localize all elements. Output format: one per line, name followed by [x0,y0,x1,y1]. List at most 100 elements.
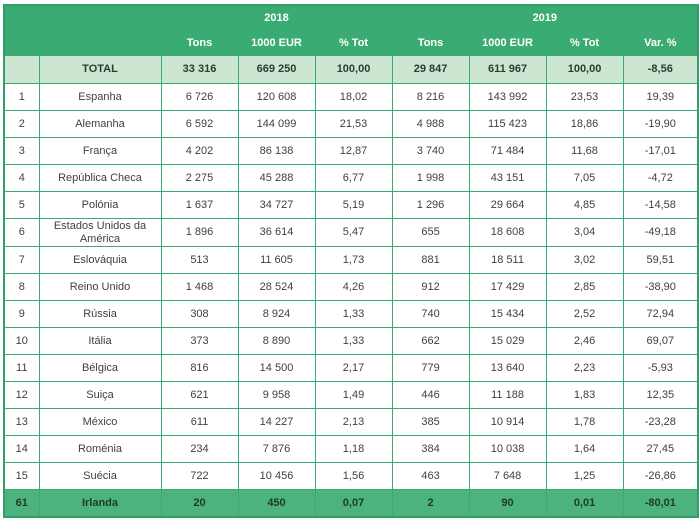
value-cell: 11 188 [468,381,547,410]
value-cell: 144 099 [237,110,316,138]
value-cell: 10 038 [468,435,547,464]
country-cell: Bélgica [38,354,162,383]
pct-2019-column-header: % Tot [545,30,624,56]
rank-cell [3,55,40,84]
value-cell: 655 [391,217,470,248]
rank-cell: 7 [3,246,40,275]
value-cell: 20 [160,489,239,518]
rank-cell: 4 [3,164,40,192]
country-cell: Suécia [38,462,162,491]
country-cell: França [38,137,162,165]
value-cell: 385 [391,408,470,437]
value-cell: 10 914 [468,408,547,437]
value-cell: 2,17 [314,354,393,383]
value-cell: 13 640 [468,354,547,383]
var-pct-column-header: Var. % [622,30,699,56]
table-row: 5 Polónia 1 637 34 727 5,19 1 296 29 664 4,85 -1… [3,191,699,219]
value-cell: 881 [391,246,470,275]
value-cell: 7 876 [237,435,316,464]
country-export-table: 2018 2019 Tons 1000 EUR % Tot Tons 1000 … [3,4,700,519]
rank-header-spacer [3,4,40,31]
country-cell: Irlanda [38,489,162,518]
value-cell: 36 614 [237,217,316,248]
rank-cell: 10 [3,327,40,356]
value-cell: 29 664 [468,191,547,219]
value-cell: 59,51 [622,246,699,275]
value-cell: -8,56 [622,55,699,84]
value-cell: 6 592 [160,110,239,138]
rank-cell: 1 [3,83,40,111]
pct-2018-column-header: % Tot [314,30,393,56]
value-cell: 722 [160,462,239,491]
country-cell: Espanha [38,83,162,111]
value-cell: -17,01 [622,137,699,165]
rank-cell: 6 [3,217,40,248]
value-cell: 1,56 [314,462,393,491]
value-cell: 7 648 [468,462,547,491]
table-row: 8 Reino Unido 1 468 28 524 4,26 912 17 429 2,85… [3,273,699,302]
value-cell: 234 [160,435,239,464]
column-header-row: Tons 1000 EUR % Tot Tons 1000 EUR % Tot … [3,30,699,56]
rank-cell: 12 [3,381,40,410]
value-cell: 912 [391,273,470,302]
rank-cell: 61 [3,489,40,518]
table-row: 11 Bélgica 816 14 500 2,17 779 13 640 2,23 -5,93 [3,354,699,383]
value-cell: 9 958 [237,381,316,410]
value-cell: 6,77 [314,164,393,192]
value-cell: 1,18 [314,435,393,464]
tons-2018-column-header: Tons [160,30,239,56]
value-cell: 3,04 [545,217,624,248]
value-cell: 69,07 [622,327,699,356]
value-cell: 100,00 [545,55,624,84]
value-cell: 90 [468,489,547,518]
value-cell: 5,47 [314,217,393,248]
value-cell: 15 434 [468,300,547,329]
value-cell: 21,53 [314,110,393,138]
value-cell: 513 [160,246,239,275]
value-cell: 2,23 [545,354,624,383]
value-cell: 6 726 [160,83,239,111]
value-cell: 45 288 [237,164,316,192]
value-cell: 34 727 [237,191,316,219]
value-cell: 18,02 [314,83,393,111]
value-cell: 0,01 [545,489,624,518]
country-column-header [38,30,162,56]
country-header-spacer [38,4,162,31]
value-cell: 11,68 [545,137,624,165]
table-row: 10 Itália 373 8 890 1,33 662 15 029 2,46 69,07 [3,327,699,356]
rank-cell: 9 [3,300,40,329]
value-cell: 446 [391,381,470,410]
value-cell: 1 896 [160,217,239,248]
country-cell: Itália [38,327,162,356]
value-cell: -5,93 [622,354,699,383]
value-cell: 8 890 [237,327,316,356]
tons-2019-column-header: Tons [391,30,470,56]
rank-cell: 8 [3,273,40,302]
value-cell: 1,64 [545,435,624,464]
table-row: 3 França 4 202 86 138 12,87 3 740 71 484 11,68-… [3,137,699,165]
value-cell: 0,07 [314,489,393,518]
country-cell: Suiça [38,381,162,410]
value-cell: 19,39 [622,83,699,111]
value-cell: 779 [391,354,470,383]
value-cell: 18 511 [468,246,547,275]
value-cell: 611 [160,408,239,437]
value-cell: 373 [160,327,239,356]
country-cell: Eslováquia [38,246,162,275]
value-cell: -80,01 [622,489,699,518]
value-cell: 8 216 [391,83,470,111]
value-cell: 43 151 [468,164,547,192]
value-cell: 71 484 [468,137,547,165]
country-cell: Alemanha [38,110,162,138]
value-cell: 1,25 [545,462,624,491]
value-cell: 1,78 [545,408,624,437]
value-cell: 12,87 [314,137,393,165]
value-cell: 463 [391,462,470,491]
value-cell: 1 468 [160,273,239,302]
value-cell: 611 967 [468,55,547,84]
value-cell: 1 296 [391,191,470,219]
country-cell: Roménia [38,435,162,464]
eur-2018-column-header: 1000 EUR [237,30,316,56]
value-cell: 72,94 [622,300,699,329]
value-cell: 17 429 [468,273,547,302]
